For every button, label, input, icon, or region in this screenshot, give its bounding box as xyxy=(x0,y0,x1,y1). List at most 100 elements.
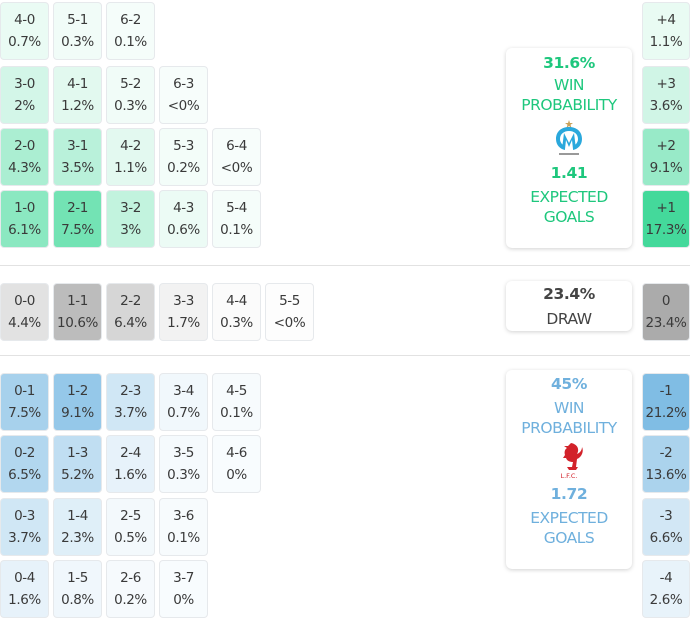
probability-value: 23.4% xyxy=(645,315,687,331)
score-label: 5-5 xyxy=(279,293,300,309)
home-score-cell: 4-2 1.1% xyxy=(106,128,155,186)
away-score-cell: 0-3 3.7% xyxy=(0,498,49,556)
score-label: +4 xyxy=(656,12,676,28)
score-label: +3 xyxy=(656,76,676,92)
home-score-cell: 4-3 0.6% xyxy=(159,190,208,248)
home-score-cell: 4-1 1.2% xyxy=(53,66,102,124)
score-label: 2-2 xyxy=(120,293,141,309)
score-label: 4-4 xyxy=(226,293,247,309)
away-score-cell: 2-3 3.7% xyxy=(106,373,155,431)
score-label: 3-2 xyxy=(120,200,141,216)
away-margin-cell: -2 13.6% xyxy=(642,435,690,493)
away-summary-card: 45% WIN PROBABILITY L.F.C. 1.72 EXPECTED… xyxy=(506,370,632,569)
probability-value: 3.7% xyxy=(8,530,41,546)
away-margin-cell: -4 2.6% xyxy=(642,560,690,618)
score-label: 4-1 xyxy=(67,76,88,92)
score-label: -4 xyxy=(659,570,673,586)
probability-value: 0.1% xyxy=(220,222,253,238)
home-score-cell: 5-3 0.2% xyxy=(159,128,208,186)
draw-score-cell: 1-1 10.6% xyxy=(53,283,102,341)
olympique-marseille-crest-icon xyxy=(556,120,582,155)
score-label: 5-1 xyxy=(67,12,88,28)
score-label: 5-4 xyxy=(226,200,247,216)
probability-value: 0.1% xyxy=(220,405,253,421)
draw-score-cell: 0-0 4.4% xyxy=(0,283,49,341)
probability-value: 0% xyxy=(226,467,247,483)
probability-value: 0.7% xyxy=(167,405,200,421)
home-xg-label: EXPECTED GOALS xyxy=(530,188,608,226)
away-score-cell: 1-4 2.3% xyxy=(53,498,102,556)
probability-value: 21.2% xyxy=(645,405,687,421)
probability-value: 0.7% xyxy=(8,34,41,50)
score-label: 4-3 xyxy=(173,200,194,216)
score-label: 3-4 xyxy=(173,383,194,399)
probability-value: 17.3% xyxy=(645,222,687,238)
away-score-cell: 1-2 9.1% xyxy=(53,373,102,431)
home-score-cell: 5-1 0.3% xyxy=(53,2,102,60)
home-score-cell: 3-2 3% xyxy=(106,190,155,248)
away-score-cell: 4-5 0.1% xyxy=(212,373,261,431)
score-label: 2-4 xyxy=(120,445,141,461)
probability-value: 6.5% xyxy=(8,467,41,483)
draw-probability: 23.4% xyxy=(543,284,595,303)
probability-value: 6.1% xyxy=(8,222,41,238)
draw-summary-card: 23.4% DRAW xyxy=(506,281,632,331)
score-label: 2-0 xyxy=(14,138,35,154)
score-label: 0-3 xyxy=(14,508,35,524)
away-score-cell: 0-1 7.5% xyxy=(0,373,49,431)
probability-value: 0.8% xyxy=(61,592,94,608)
score-label: 0 xyxy=(661,293,671,309)
probability-value: 0.1% xyxy=(167,530,200,546)
score-label: 0-4 xyxy=(14,570,35,586)
probability-value: 1.1% xyxy=(649,34,683,50)
away-score-cell: 3-6 0.1% xyxy=(159,498,208,556)
away-score-cell: 1-3 5.2% xyxy=(53,435,102,493)
score-label: 3-0 xyxy=(14,76,35,92)
probability-value: 5.2% xyxy=(61,467,94,483)
home-score-cell: 5-4 0.1% xyxy=(212,190,261,248)
away-score-cell: 0-2 6.5% xyxy=(0,435,49,493)
score-label: 1-0 xyxy=(14,200,35,216)
probability-value: 0.2% xyxy=(167,160,200,176)
draw-score-cell: 2-2 6.4% xyxy=(106,283,155,341)
draw-score-cell: 3-3 1.7% xyxy=(159,283,208,341)
svg-text:L.F.C.: L.F.C. xyxy=(560,472,577,480)
away-expected-goals: 1.72 xyxy=(550,485,588,503)
probability-value: 0.3% xyxy=(114,98,147,114)
home-score-cell: 3-1 3.5% xyxy=(53,128,102,186)
home-score-cell: 2-1 7.5% xyxy=(53,190,102,248)
score-label: 1-1 xyxy=(67,293,88,309)
score-label: 3-5 xyxy=(173,445,194,461)
probability-value: 3.6% xyxy=(649,98,683,114)
home-score-cell: 4-0 0.7% xyxy=(0,2,49,60)
home-margin-cell: +4 1.1% xyxy=(642,2,690,60)
score-label: 1-3 xyxy=(67,445,88,461)
score-label: 6-4 xyxy=(226,138,247,154)
score-label: 0-1 xyxy=(14,383,35,399)
home-score-cell: 5-2 0.3% xyxy=(106,66,155,124)
home-score-cell: 3-0 2% xyxy=(0,66,49,124)
probability-value: <0% xyxy=(220,160,253,176)
score-label: 1-5 xyxy=(67,570,88,586)
home-summary-card: 31.6% WIN PROBABILITY 1.41 EXPECTED GOAL… xyxy=(506,48,632,248)
home-score-cell: 6-2 0.1% xyxy=(106,2,155,60)
probability-value: 0.3% xyxy=(220,315,253,331)
away-score-cell: 3-5 0.3% xyxy=(159,435,208,493)
probability-value: <0% xyxy=(273,315,306,331)
home-margin-cell: +2 9.1% xyxy=(642,128,690,186)
probability-value: 9.1% xyxy=(649,160,683,176)
probability-value: 3.7% xyxy=(114,405,147,421)
probability-value: 10.6% xyxy=(57,315,98,331)
score-label: +2 xyxy=(656,138,676,154)
score-label: 0-0 xyxy=(14,293,35,309)
away-win-probability: 45% xyxy=(551,375,587,393)
score-label: 3-1 xyxy=(67,138,88,154)
score-label: -3 xyxy=(659,508,673,524)
section-divider-bottom xyxy=(0,355,690,356)
away-score-cell: 0-4 1.6% xyxy=(0,560,49,618)
probability-value: 0.2% xyxy=(114,592,147,608)
probability-value: 9.1% xyxy=(61,405,94,421)
score-label: 2-6 xyxy=(120,570,141,586)
score-label: 3-3 xyxy=(173,293,194,309)
probability-value: 6.4% xyxy=(114,315,147,331)
